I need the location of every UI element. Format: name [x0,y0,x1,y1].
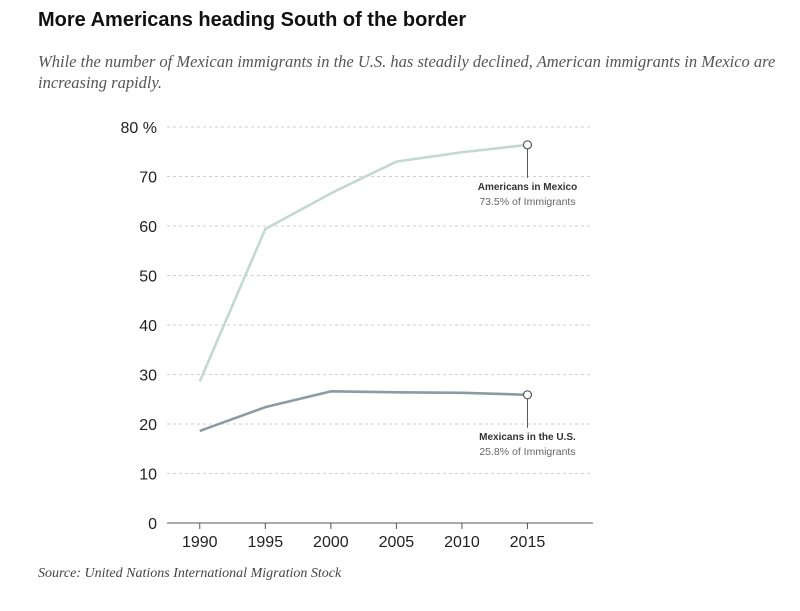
x-tick-label-2010: 2010 [444,534,480,551]
y-tick-label-60: 60 [139,219,157,236]
y-tick-label-10: 10 [139,467,157,484]
source-note: Source: United Nations International Mig… [38,566,342,581]
series-line-us [199,390,528,433]
y-tick-label-20: 20 [139,417,157,434]
series-line-mexico [198,143,528,382]
y-tick-label-70: 70 [139,170,157,187]
y-tick-label-80: 80 % [121,120,157,137]
grid-lines [167,126,593,474]
end-marker-us [522,390,533,400]
annotation-sub-us: 25.8% of Immigrants [479,446,575,458]
y-tick-label-40: 40 [139,318,157,335]
annotation-title-us: Mexicans in the U.S. [479,432,576,443]
y-axis-ticks: 0 10 20 30 40 50 60 70 80 % [121,120,158,533]
x-axis-ticks: 1990 1995 2000 2005 2010 2015 [182,523,545,551]
annotation-title-mexico: Americans in Mexico [478,182,577,193]
y-tick-label-30: 30 [139,368,157,385]
x-tick-label-2005: 2005 [379,534,415,551]
x-tick-label-1995: 1995 [248,534,284,551]
annotation-sub-mexico: 73.5% of Immigrants [479,196,575,208]
end-marker-mexico [522,140,533,150]
x-tick-label-2015: 2015 [510,534,546,551]
y-tick-label-0: 0 [148,516,157,533]
chart-title: More Americans heading South of the bord… [38,9,467,31]
chart-subtitle: While the number of Mexican immigrants i… [38,52,776,92]
annotations: Americans in Mexico 73.5% of Immigrants Me… [478,140,577,458]
y-tick-label-50: 50 [139,269,157,286]
x-tick-label-1990: 1990 [182,534,218,551]
x-tick-label-2000: 2000 [313,534,349,551]
